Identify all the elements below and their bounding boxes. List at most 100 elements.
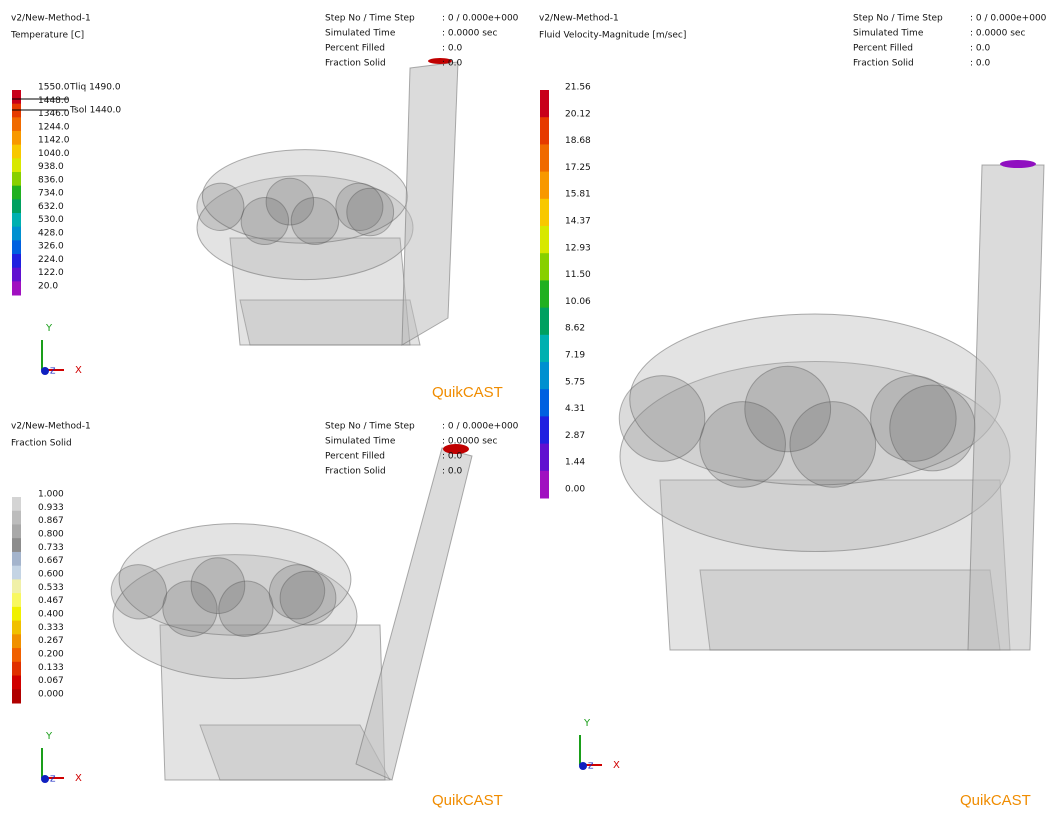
info-value: : 0.0 <box>442 44 462 54</box>
scale-label: 734.0 <box>38 189 64 199</box>
info-label: Simulated Time <box>325 437 396 447</box>
axis-label: X <box>75 365 82 376</box>
panel: v2/New-Method-1 Fluid Velocity-Magnitude … <box>539 14 1047 809</box>
info-label: Fraction Solid <box>325 59 386 69</box>
scale-label: 0.733 <box>38 543 64 553</box>
scale-label: 7.19 <box>565 351 585 361</box>
scale-label: 1346.0 <box>38 109 70 119</box>
info-label: Percent Filled <box>325 44 385 54</box>
blade <box>870 375 957 462</box>
scale-swatch <box>12 593 21 608</box>
pour-inlet <box>443 444 469 454</box>
scale-label: 20.12 <box>565 109 591 119</box>
info-label: Step No / Time Step <box>325 422 415 432</box>
scale-swatch <box>12 90 21 105</box>
scale-swatch <box>12 565 21 580</box>
scale-label: 18.68 <box>565 136 591 146</box>
wheel <box>118 523 352 636</box>
field-name: Temperature [C] <box>10 31 84 41</box>
scale-label: 11.50 <box>565 270 591 280</box>
blade <box>265 177 315 226</box>
scale-label: 1.000 <box>38 490 64 500</box>
blade <box>240 197 290 245</box>
info-value: : 0 / 0.000e+000 <box>970 14 1047 24</box>
scale-label: 632.0 <box>38 202 64 212</box>
scale-label: 0.267 <box>38 636 64 646</box>
scale-swatch <box>12 199 21 214</box>
scale-label: 1.44 <box>565 458 585 468</box>
scale-label: 0.867 <box>38 516 64 526</box>
info-label: Simulated Time <box>853 29 924 39</box>
info-label: Simulated Time <box>325 29 396 39</box>
info-label: Fraction Solid <box>325 467 386 477</box>
scale-swatch <box>12 538 21 553</box>
blade <box>335 182 384 231</box>
logo: QuikCAST <box>432 384 503 401</box>
hub <box>229 237 411 346</box>
scale-swatch <box>12 661 21 677</box>
sprue <box>967 164 1045 651</box>
scale-swatch <box>12 524 21 539</box>
scale-label: 0.000 <box>38 690 64 700</box>
scale-swatch <box>12 240 21 255</box>
scale-swatch <box>540 117 549 145</box>
scale-label: 0.067 <box>38 676 64 686</box>
info-value: : 0.0 <box>442 467 462 477</box>
scale-label: 15.81 <box>565 190 591 200</box>
scale-label: 0.00 <box>565 485 585 495</box>
scale-swatch <box>540 144 549 173</box>
blade <box>789 401 877 488</box>
scale-label: 0.467 <box>38 596 64 606</box>
pour-inlet <box>1000 160 1036 168</box>
blade <box>290 197 340 245</box>
title: v2/New-Method-1 <box>11 14 91 24</box>
scale-swatch <box>12 226 21 241</box>
blade <box>190 557 246 614</box>
scale-label: 4.31 <box>565 404 585 414</box>
scale-swatch <box>12 144 21 159</box>
field-name: Fluid Velocity-Magnitude [m/sec] <box>539 31 686 41</box>
pour-inlet <box>428 58 452 64</box>
scale-label: 326.0 <box>38 242 64 252</box>
info-label: Fraction Solid <box>853 59 914 69</box>
axis-label: Z <box>588 762 594 771</box>
sprue <box>355 447 473 781</box>
scale-swatch <box>12 117 21 132</box>
scale-label: 20.0 <box>38 282 58 292</box>
casting-model <box>618 160 1045 651</box>
info-value: : 0.0 <box>970 44 990 54</box>
blade <box>218 580 274 637</box>
scale-swatch <box>12 675 21 690</box>
scale-swatch <box>12 497 21 512</box>
info-label: Step No / Time Step <box>853 14 943 24</box>
scale-swatch <box>540 307 549 336</box>
scale-swatch <box>12 213 21 228</box>
scale-swatch <box>12 579 21 594</box>
scale-swatch <box>540 226 549 254</box>
info-value: : 0.0 <box>442 452 462 462</box>
casting-model <box>110 444 473 781</box>
scale-label: 224.0 <box>38 255 64 265</box>
title: v2/New-Method-1 <box>11 422 91 432</box>
scale-swatch <box>540 253 549 281</box>
scale-label: 12.93 <box>565 243 591 253</box>
scale-label: 10.06 <box>565 297 591 307</box>
axis-label: X <box>75 773 82 784</box>
scale-label: 0.200 <box>38 650 64 660</box>
scale-swatch <box>12 648 21 663</box>
scale-label: 1040.0 <box>38 149 70 159</box>
info-value: : 0.0 <box>970 59 990 69</box>
casting-model <box>196 58 459 346</box>
scale-label: 1448.0 <box>38 96 70 106</box>
scale-swatch <box>12 551 21 567</box>
scale-label: 0.133 <box>38 663 64 673</box>
info-value: : 0.0000 sec <box>442 437 497 447</box>
hub <box>159 624 386 781</box>
axis-label: Y <box>45 731 53 742</box>
scale-swatch <box>12 634 21 649</box>
panel: v2/New-Method-1 Fraction Solid Step No / T… <box>11 422 519 809</box>
scale-swatch <box>540 198 549 227</box>
info-value: : 0.0000 sec <box>442 29 497 39</box>
blade <box>196 182 245 231</box>
scale-label: 1244.0 <box>38 122 70 132</box>
